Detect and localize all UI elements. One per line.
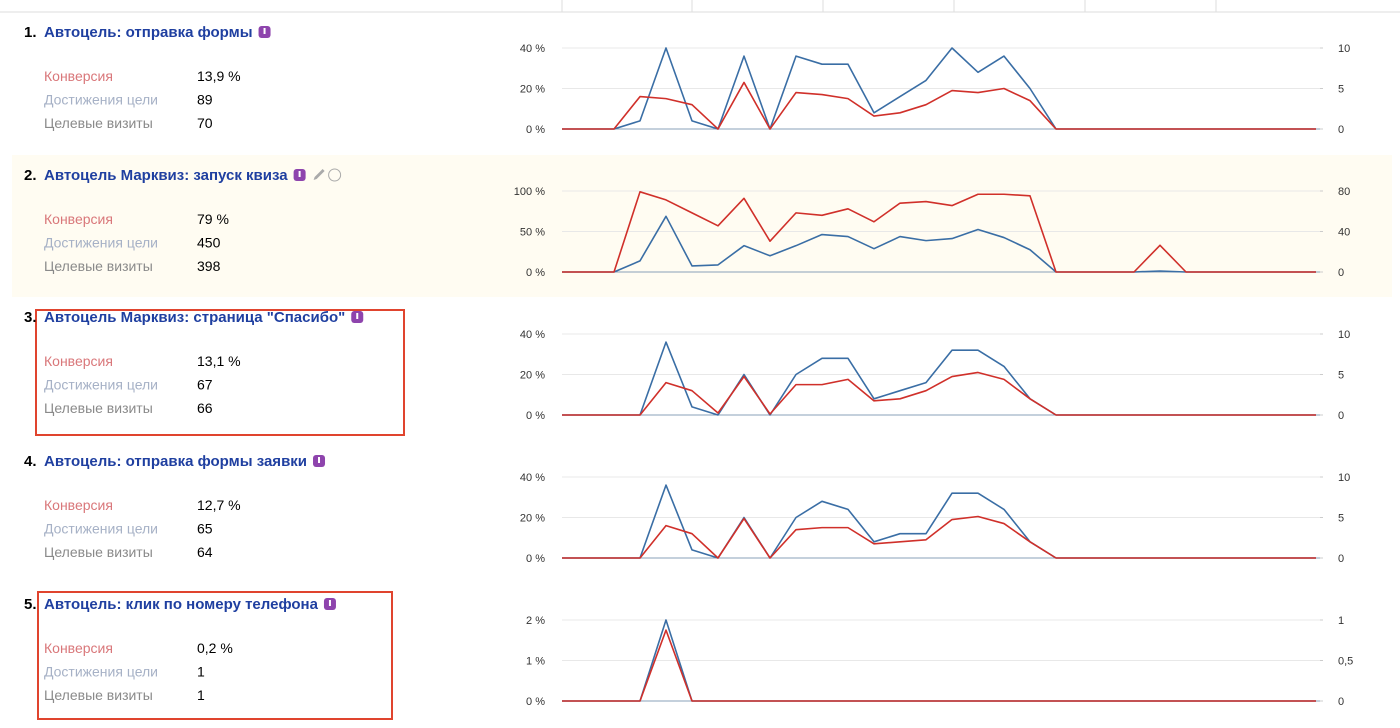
series-line bbox=[562, 371, 1316, 416]
goal-type-icon-glyph bbox=[263, 28, 266, 34]
y-tick-label: 0 % bbox=[526, 267, 545, 279]
goal-type-icon-glyph bbox=[318, 457, 321, 463]
y2-tick-label: 0,5 bbox=[1338, 656, 1353, 668]
y2-tick-label: 0 bbox=[1338, 696, 1344, 708]
stat-label: Достижения цели bbox=[44, 377, 158, 393]
stat-value: 450 bbox=[197, 235, 221, 251]
y-tick-label: 0 % bbox=[526, 696, 545, 708]
y2-tick-label: 1 bbox=[1338, 615, 1344, 627]
stat-value: 13,9 % bbox=[197, 68, 241, 84]
goal-number: 5. bbox=[24, 596, 37, 613]
stat-label: Целевые визиты bbox=[44, 115, 153, 131]
series-line bbox=[562, 515, 1316, 559]
stat-value: 66 bbox=[197, 400, 213, 416]
stat-value: 65 bbox=[197, 521, 213, 537]
y2-tick-label: 5 bbox=[1338, 513, 1344, 525]
y2-tick-label: 10 bbox=[1338, 43, 1350, 55]
stat-value: 89 bbox=[197, 92, 213, 108]
stat-label: Достижения цели bbox=[44, 235, 158, 251]
goal-title[interactable]: Автоцель Марквиз: запуск квиза bbox=[44, 167, 288, 184]
y-tick-label: 2 % bbox=[526, 615, 545, 627]
row-highlight bbox=[12, 155, 1392, 297]
stat-label: Достижения цели bbox=[44, 92, 158, 108]
stat-label: Конверсия bbox=[44, 640, 113, 656]
series-line bbox=[562, 629, 1316, 702]
y-tick-label: 0 % bbox=[526, 124, 545, 136]
stat-label: Достижения цели bbox=[44, 664, 158, 680]
goal-title[interactable]: Автоцель: отправка формы bbox=[44, 24, 253, 41]
y-tick-label: 0 % bbox=[526, 410, 545, 422]
highlight-box bbox=[37, 591, 393, 720]
stat-label: Конверсия bbox=[44, 497, 113, 513]
y-tick-label: 40 % bbox=[520, 43, 545, 55]
y-tick-label: 20 % bbox=[520, 84, 545, 96]
stat-label: Конверсия bbox=[44, 353, 113, 369]
goal-title[interactable]: Автоцель: клик по номеру телефона bbox=[44, 596, 319, 613]
stat-value: 70 bbox=[197, 115, 213, 131]
stat-value: 79 % bbox=[197, 211, 229, 227]
y2-tick-label: 5 bbox=[1338, 84, 1344, 96]
stat-label: Целевые визиты bbox=[44, 687, 153, 703]
info-icon bbox=[328, 168, 342, 182]
y2-tick-label: 0 bbox=[1338, 410, 1344, 422]
goal-number: 1. bbox=[24, 24, 37, 41]
y-tick-label: 40 % bbox=[520, 472, 545, 484]
goal-type-icon-glyph bbox=[298, 171, 301, 177]
goal-type-icon-glyph bbox=[356, 313, 359, 319]
stat-value: 64 bbox=[197, 544, 213, 560]
y2-tick-label: 0 bbox=[1338, 267, 1344, 279]
y-tick-label: 40 % bbox=[520, 329, 545, 341]
y2-tick-label: 5 bbox=[1338, 370, 1344, 382]
goal-number: 3. bbox=[24, 309, 37, 326]
y2-tick-label: 40 bbox=[1338, 227, 1350, 239]
y2-tick-label: 10 bbox=[1338, 329, 1350, 341]
y-tick-label: 100 % bbox=[514, 186, 545, 198]
goal-title[interactable]: Автоцель Марквиз: страница "Спасибо" bbox=[44, 309, 345, 326]
stat-label: Целевые визиты bbox=[44, 544, 153, 560]
y-tick-label: 50 % bbox=[520, 227, 545, 239]
stat-value: 1 bbox=[197, 664, 205, 680]
stat-label: Целевые визиты bbox=[44, 400, 153, 416]
stat-value: 13,1 % bbox=[197, 353, 241, 369]
stat-label: Достижения цели bbox=[44, 521, 158, 537]
stat-label: Конверсия bbox=[44, 68, 113, 84]
y-tick-label: 0 % bbox=[526, 553, 545, 565]
stat-value: 398 bbox=[197, 258, 221, 274]
y2-tick-label: 10 bbox=[1338, 472, 1350, 484]
y-tick-label: 20 % bbox=[520, 513, 545, 525]
stat-label: Целевые визиты bbox=[44, 258, 153, 274]
y2-tick-label: 0 bbox=[1338, 553, 1344, 565]
y2-tick-label: 0 bbox=[1338, 124, 1344, 136]
y-tick-label: 1 % bbox=[526, 656, 545, 668]
stat-value: 12,7 % bbox=[197, 497, 241, 513]
series-line bbox=[562, 191, 1316, 273]
header-dividers bbox=[561, 0, 1217, 12]
y-tick-label: 20 % bbox=[520, 370, 545, 382]
edit-icon[interactable] bbox=[313, 169, 325, 180]
goal-title[interactable]: Автоцель: отправка формы заявки bbox=[44, 453, 307, 470]
series-line bbox=[562, 81, 1316, 130]
goal-number: 2. bbox=[24, 167, 37, 184]
stat-value: 0,2 % bbox=[197, 640, 233, 656]
stat-value: 1 bbox=[197, 687, 205, 703]
highlight-box bbox=[35, 309, 405, 436]
series-line bbox=[562, 341, 1316, 416]
stat-label: Конверсия bbox=[44, 211, 113, 227]
series-line bbox=[562, 484, 1316, 559]
goal-type-icon-glyph bbox=[328, 600, 331, 606]
stat-value: 67 bbox=[197, 377, 213, 393]
y2-tick-label: 80 bbox=[1338, 186, 1350, 198]
goal-number: 4. bbox=[24, 453, 37, 470]
